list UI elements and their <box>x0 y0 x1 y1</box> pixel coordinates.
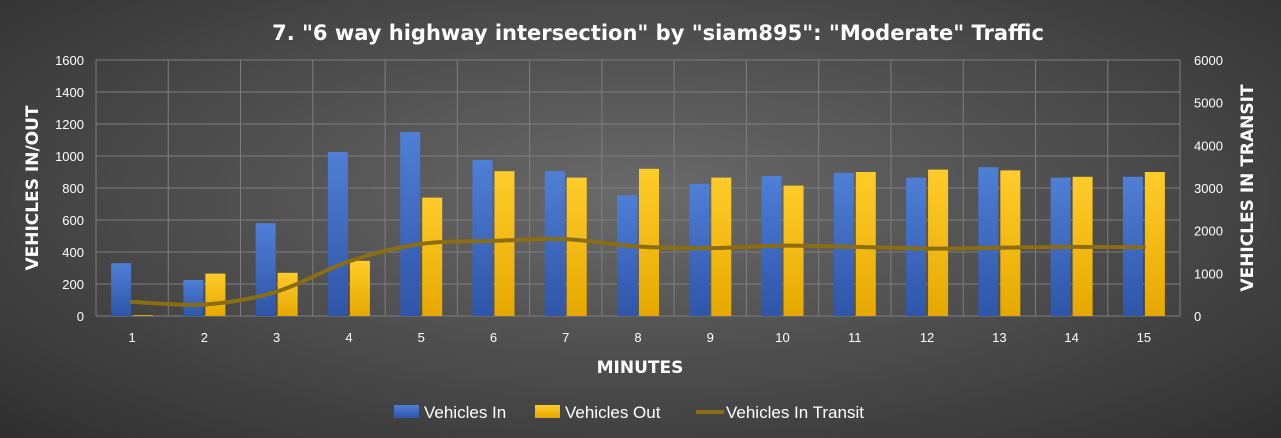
x-tick-label: 8 <box>634 330 641 345</box>
y-tick-label: 1600 <box>55 53 84 68</box>
y-tick-label: 0 <box>77 309 84 324</box>
bar-vehicles-out <box>277 272 298 316</box>
y-axis-title: VEHICLES IN/OUT <box>23 105 43 270</box>
x-tick-label: 10 <box>775 330 789 345</box>
bar-vehicles-out <box>1000 170 1021 316</box>
x-tick-label: 5 <box>418 330 425 345</box>
bar-vehicles-out <box>494 171 515 316</box>
y-tick-label: 1400 <box>55 85 84 100</box>
bar-vehicles-in <box>472 160 493 316</box>
bar-vehicles-in <box>255 223 276 316</box>
y2-tick-label: 4000 <box>1194 138 1223 153</box>
y2-tick-label: 5000 <box>1194 96 1223 111</box>
bar-vehicles-in <box>978 167 999 316</box>
x-tick-label: 1 <box>129 330 136 345</box>
x-tick-label: 7 <box>562 330 569 345</box>
bars <box>111 132 1165 316</box>
bar-vehicles-out <box>1144 172 1165 316</box>
x-axis-title: MINUTES <box>597 358 684 378</box>
legend-swatch-vehicles-out <box>535 405 560 418</box>
bar-vehicles-in <box>617 195 637 316</box>
x-tick-label: 6 <box>490 330 497 345</box>
x-tick-label: 15 <box>1137 330 1151 345</box>
bar-vehicles-in <box>400 132 421 316</box>
bar-vehicles-out <box>855 172 876 316</box>
y2-tick-label: 1000 <box>1194 266 1223 281</box>
bar-vehicles-out <box>566 177 587 316</box>
x-tick-label: 13 <box>992 330 1006 345</box>
x-tick-label: 9 <box>707 330 714 345</box>
bar-vehicles-out <box>133 315 154 316</box>
legend-swatch-vehicles-in <box>394 405 419 418</box>
bar-vehicles-in <box>327 152 348 316</box>
bar-vehicles-out <box>422 197 443 316</box>
line-vehicles-in-transit <box>130 236 1146 307</box>
bar-vehicles-in <box>544 171 565 316</box>
y2-tick-label: 2000 <box>1194 224 1223 239</box>
tick-labels: 0200400600800100012001400160001000200030… <box>55 53 1223 345</box>
y2-tick-label: 3000 <box>1194 181 1223 196</box>
y-tick-label: 200 <box>62 277 84 292</box>
bar-vehicles-in <box>183 280 204 316</box>
x-tick-label: 12 <box>920 330 934 345</box>
legend-label: Vehicles In Transit <box>726 403 864 422</box>
line-series <box>130 236 1146 307</box>
x-tick-label: 14 <box>1064 330 1078 345</box>
x-tick-label: 2 <box>201 330 208 345</box>
bar-vehicles-out <box>205 273 226 316</box>
legend: Vehicles In Vehicles Out Vehicles In Trans… <box>394 403 864 422</box>
y-tick-label: 400 <box>62 245 84 260</box>
x-tick-label: 4 <box>345 330 352 345</box>
x-tick-label: 11 <box>848 330 862 345</box>
bar-vehicles-in <box>111 263 132 316</box>
y-tick-label: 1200 <box>55 117 84 132</box>
y-tick-label: 600 <box>62 213 84 228</box>
legend-label: Vehicles In <box>424 403 506 422</box>
bar-vehicles-out <box>783 185 804 316</box>
bar-vehicles-out <box>349 260 370 316</box>
bar-vehicles-out <box>639 168 659 316</box>
bar-vehicles-in <box>833 172 854 316</box>
gridlines <box>95 59 1181 317</box>
bar-vehicles-out <box>928 169 949 316</box>
y-tick-label: 1000 <box>55 149 84 164</box>
y-tick-label: 800 <box>62 181 84 196</box>
y2-tick-label: 6000 <box>1194 53 1223 68</box>
chart-title: 7. "6 way highway intersection" by "siam… <box>272 21 1044 45</box>
x-tick-label: 3 <box>273 330 280 345</box>
y2-axis-title: VEHICLES IN TRANSIT <box>1238 84 1258 292</box>
legend-label: Vehicles Out <box>565 403 661 422</box>
y2-tick-label: 0 <box>1194 309 1201 324</box>
